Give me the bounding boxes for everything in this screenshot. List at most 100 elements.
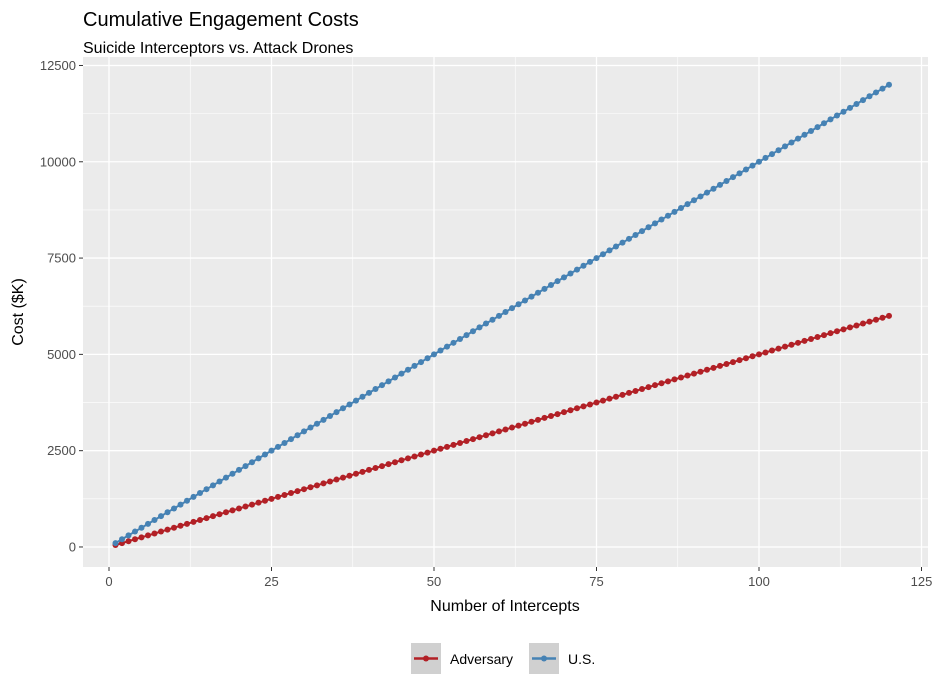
data-point-adversary	[301, 486, 307, 493]
data-point-adversary	[236, 505, 242, 512]
data-point-adversary	[795, 339, 801, 346]
data-point-u-s	[873, 89, 879, 96]
data-point-adversary	[138, 534, 145, 541]
data-point-u-s	[151, 517, 158, 524]
data-point-adversary	[320, 480, 327, 487]
data-point-adversary	[353, 470, 359, 477]
data-point-adversary	[229, 507, 236, 514]
data-point-adversary	[262, 497, 268, 504]
data-point-adversary	[151, 530, 158, 537]
data-point-u-s	[158, 513, 164, 520]
data-point-u-s	[398, 370, 405, 377]
data-point-u-s	[886, 81, 892, 88]
data-point-adversary	[333, 476, 340, 483]
data-point-u-s	[502, 309, 509, 315]
data-point-u-s	[554, 278, 561, 285]
data-point-adversary	[450, 441, 457, 448]
data-point-u-s	[489, 316, 496, 323]
data-point-u-s	[860, 97, 866, 104]
data-point-adversary	[847, 324, 853, 331]
data-point-adversary	[710, 364, 717, 371]
data-point-u-s	[600, 251, 606, 258]
data-point-adversary	[366, 466, 372, 473]
data-point-adversary	[873, 316, 879, 323]
data-point-adversary	[840, 326, 847, 333]
data-point-adversary	[327, 478, 333, 485]
data-point-adversary	[268, 495, 275, 502]
data-point-u-s	[392, 374, 398, 381]
data-point-u-s	[359, 393, 366, 400]
data-point-adversary	[249, 501, 255, 508]
data-point-u-s	[788, 139, 795, 146]
data-point-adversary	[665, 378, 671, 385]
data-point-u-s	[769, 151, 775, 158]
data-point-u-s	[307, 424, 314, 431]
data-point-adversary	[587, 401, 593, 408]
data-point-u-s	[366, 389, 372, 396]
y-tick-label: 7500	[47, 251, 76, 266]
data-point-adversary	[372, 465, 379, 472]
data-point-u-s	[125, 532, 132, 539]
data-point-adversary	[886, 312, 892, 319]
data-point-adversary	[658, 380, 665, 387]
y-axis-label: Cost ($K)	[10, 278, 27, 346]
data-point-u-s	[203, 486, 210, 493]
data-point-adversary	[385, 461, 392, 468]
data-point-u-s	[132, 528, 138, 535]
data-point-u-s	[743, 166, 749, 173]
data-point-u-s	[346, 401, 353, 408]
data-point-u-s	[522, 297, 528, 304]
data-point-u-s	[691, 197, 697, 204]
data-point-u-s	[801, 131, 808, 138]
data-point-adversary	[216, 511, 223, 518]
data-point-u-s	[710, 185, 717, 192]
data-point-u-s	[541, 285, 548, 292]
data-point-u-s	[275, 443, 281, 450]
data-point-u-s	[288, 436, 294, 443]
data-point-adversary	[470, 436, 476, 443]
data-point-u-s	[301, 428, 307, 435]
data-point-u-s	[496, 312, 502, 319]
data-point-adversary	[561, 409, 567, 416]
data-point-u-s	[333, 409, 340, 416]
data-point-u-s	[853, 100, 860, 107]
y-tick-label: 5000	[47, 347, 76, 362]
data-point-adversary	[203, 515, 210, 522]
data-point-adversary	[814, 334, 821, 341]
data-point-u-s	[184, 497, 190, 504]
data-point-u-s	[431, 351, 437, 358]
data-point-adversary	[164, 526, 171, 533]
y-tick-label: 10000	[40, 154, 76, 169]
data-point-adversary	[600, 397, 606, 404]
data-point-u-s	[619, 239, 626, 246]
data-point-u-s	[320, 416, 327, 423]
data-point-adversary	[821, 332, 827, 339]
data-point-u-s	[697, 193, 704, 200]
data-point-u-s	[119, 536, 125, 543]
data-point-u-s	[847, 104, 853, 111]
data-point-adversary	[210, 513, 216, 520]
data-point-u-s	[372, 386, 379, 393]
data-point-adversary	[314, 482, 320, 489]
data-point-u-s	[444, 343, 450, 350]
data-point-adversary	[496, 428, 502, 435]
data-point-u-s	[340, 405, 346, 412]
legend-label: Adversary	[450, 651, 513, 667]
data-point-u-s	[476, 324, 483, 331]
x-tick-label: 125	[911, 574, 933, 589]
data-point-adversary	[476, 434, 483, 441]
data-point-u-s	[470, 328, 476, 335]
data-point-u-s	[249, 459, 255, 466]
data-point-adversary	[879, 314, 886, 321]
data-point-adversary	[177, 522, 184, 529]
legend-point-icon	[541, 655, 547, 662]
y-tick-label: 2500	[47, 443, 76, 458]
data-point-u-s	[216, 478, 223, 485]
data-point-adversary	[613, 393, 619, 400]
data-point-u-s	[652, 220, 658, 227]
data-point-u-s	[327, 413, 333, 420]
data-point-adversary	[678, 374, 684, 381]
data-point-u-s	[671, 208, 678, 215]
data-point-adversary	[437, 445, 444, 452]
